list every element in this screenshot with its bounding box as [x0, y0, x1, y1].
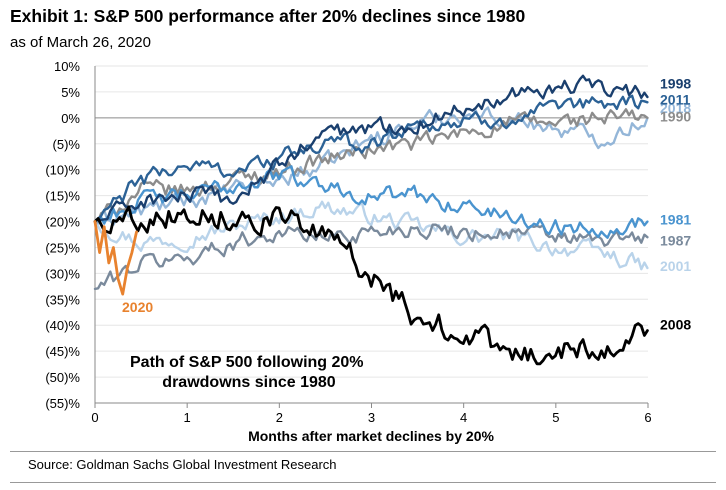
y-tick-label: (50)% [45, 370, 80, 385]
series-line-1990 [93, 108, 649, 223]
y-tick-label: (55)% [45, 396, 80, 411]
x-tick-label: 6 [644, 410, 651, 425]
x-tick-label: 5 [552, 410, 559, 425]
y-tick-label: (15)% [45, 189, 80, 204]
y-tick-label: (30)% [45, 266, 80, 281]
footer-divider-top [10, 451, 716, 452]
x-tick-label: 4 [460, 410, 467, 425]
x-axis-tick-labels: 0 1 2 3 4 5 6 [91, 410, 651, 425]
y-gridlines [95, 65, 648, 404]
chart-title: Exhibit 1: S&P 500 performance after 20%… [10, 6, 526, 26]
x-axis-title: Months after market declines by 20% [248, 428, 494, 444]
series-line-2008 [93, 205, 649, 366]
y-tick-label: 5% [61, 85, 80, 100]
series-line-2011 [93, 94, 649, 223]
footer-divider-bottom [10, 482, 716, 483]
series-label-1990: 1990 [660, 108, 691, 124]
series-label-2018: 2018 [660, 100, 691, 116]
x-tick-label: 1 [184, 410, 191, 425]
series-line-1998 [93, 74, 649, 223]
series-line-1987 [93, 223, 649, 291]
annotation-line-2: drawdowns since 1980 [162, 374, 336, 391]
series-label-2011: 2011 [660, 92, 691, 108]
axes [94, 66, 649, 408]
series-line-2001 [93, 200, 649, 271]
y-tick-label: (40)% [45, 318, 80, 333]
x-tick-label: 3 [368, 410, 375, 425]
y-tick-label: 10% [54, 59, 80, 74]
chart-annotation: Path of S&P 500 following 20% drawdowns … [130, 354, 368, 391]
x-tick-label: 2 [276, 410, 283, 425]
y-tick-label: (35)% [45, 292, 80, 307]
x-tick-label: 0 [91, 410, 98, 425]
y-tick-label: (5)% [53, 137, 81, 152]
chart-svg: 10% 5% 0% (5)% (10)% (15)% (20)% (25)% (30)% (35)… [45, 59, 691, 444]
series-line-2020 [93, 220, 138, 296]
series-label-1987: 1987 [660, 233, 691, 249]
chart-subtitle: as of March 26, 2020 [10, 34, 151, 51]
series-label-2008: 2008 [660, 317, 691, 333]
series-label-1998: 1998 [660, 76, 691, 92]
series-label-2020: 2020 [122, 299, 153, 315]
source-note: Source: Goldman Sachs Global Investment … [28, 457, 337, 472]
y-tick-label: 0% [61, 111, 80, 126]
y-tick-label: (20)% [45, 215, 80, 230]
y-tick-label: (10)% [45, 163, 80, 178]
series-label-2001: 2001 [660, 258, 691, 274]
series-line-1981 [93, 165, 649, 239]
y-axis-tick-labels: 10% 5% 0% (5)% (10)% (15)% (20)% (25)% (30)% (35)… [45, 59, 80, 411]
annotation-line-1: Path of S&P 500 following 20% [130, 354, 364, 371]
y-tick-label: (25)% [45, 240, 80, 255]
series-label-1981: 1981 [660, 211, 691, 227]
series-lines [93, 74, 649, 366]
y-tick-label: (45)% [45, 344, 80, 359]
